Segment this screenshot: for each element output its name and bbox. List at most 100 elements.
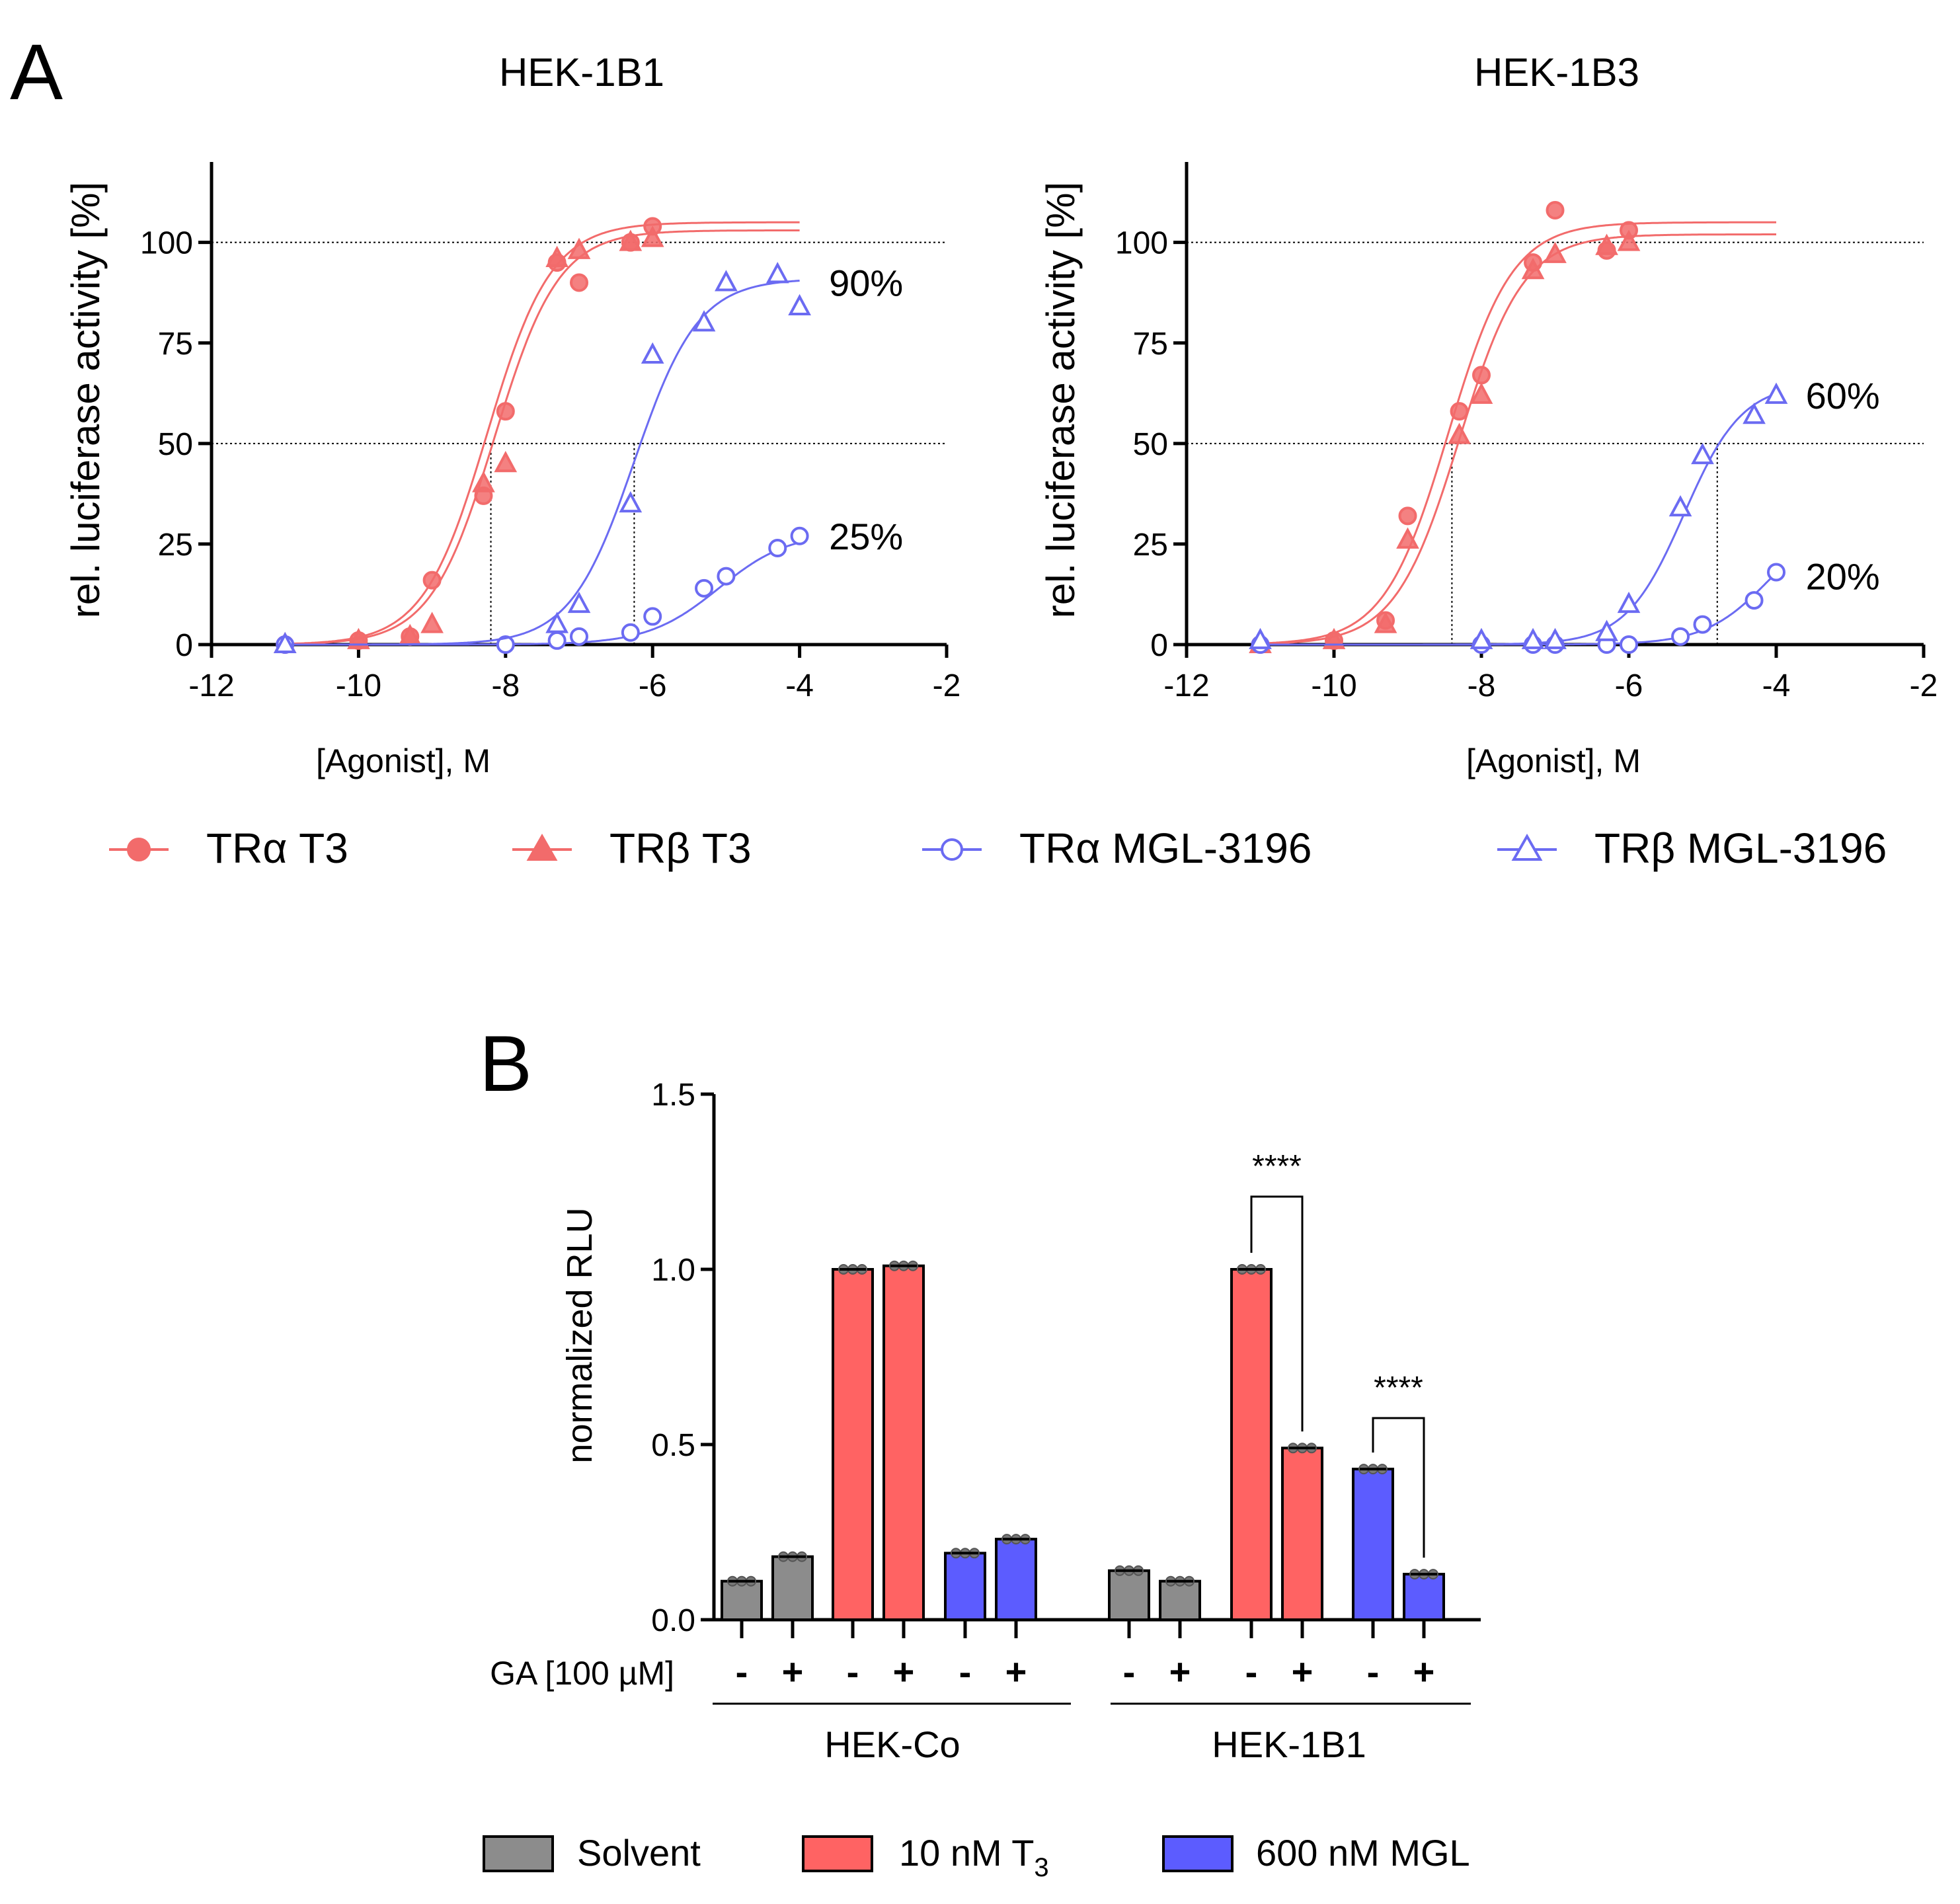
data-point <box>1249 627 1272 649</box>
legend-label: TRα T3 <box>206 824 348 872</box>
data-point <box>545 612 568 633</box>
bar <box>995 1538 1037 1622</box>
bar <box>771 1555 814 1622</box>
data-point <box>695 578 714 598</box>
ga-sign: - <box>1367 1651 1380 1692</box>
data-point <box>1544 627 1567 649</box>
ga-sign: + <box>782 1651 804 1692</box>
legend-swatch-mgl <box>1162 1835 1234 1872</box>
legend-marker-circle-open <box>941 838 963 861</box>
y-tick-label: 50 <box>158 427 193 462</box>
data-point <box>768 539 787 557</box>
legend-marker-triangle-filled <box>526 833 558 861</box>
data-point <box>1374 612 1397 633</box>
bar <box>1108 1569 1150 1622</box>
data-point <box>1521 627 1545 649</box>
legend-label: TRβ T3 <box>609 824 752 872</box>
x-axis-label: [Agonist], M <box>1466 742 1641 779</box>
significance-bracket <box>1250 1195 1304 1432</box>
data-point <box>547 631 567 650</box>
y-tick-label: 75 <box>1133 327 1168 362</box>
data-point <box>692 310 716 332</box>
x-tick-label: -12 <box>188 668 234 703</box>
data-point <box>1693 615 1712 634</box>
x-tick-label: -6 <box>1615 668 1643 703</box>
max-efficacy-annotation: 25% <box>829 516 903 557</box>
chart-hek-1b3: HEK-1B3 [Agonist], M rel. luciferase act… <box>1039 50 1938 779</box>
y-tick-label: 1.0 <box>651 1253 695 1288</box>
bar <box>832 1268 874 1621</box>
legend-swatch-t3 <box>802 1835 873 1872</box>
significance-label: **** <box>1374 1370 1423 1406</box>
data-point <box>420 612 444 633</box>
data-point <box>788 294 811 315</box>
ga-sign: - <box>959 1651 972 1692</box>
y-tick-label: 100 <box>1115 226 1168 261</box>
data-point <box>545 245 568 267</box>
fit-curve <box>1260 233 1776 645</box>
x-tick-label: -2 <box>933 668 961 703</box>
data-point <box>1620 635 1638 654</box>
ga-sign: + <box>1169 1651 1191 1692</box>
legend-label-t3-prefix: 10 nM T <box>899 1832 1034 1874</box>
ga-sign: + <box>1005 1651 1027 1692</box>
data-point <box>1450 402 1469 421</box>
x-tick-label: -4 <box>785 668 814 703</box>
legend-marker-triangle-open <box>1511 833 1543 861</box>
bar <box>1159 1579 1201 1621</box>
ga-row-label: GA [100 µM] <box>490 1655 674 1692</box>
y-axis-label: rel. luciferase activity [%] <box>63 182 108 618</box>
y-tick-label: 0.5 <box>651 1428 695 1463</box>
y-tick-label: 0.0 <box>651 1603 695 1638</box>
legend-label-solvent: Solvent <box>577 1832 701 1874</box>
fit-curve <box>285 280 800 646</box>
max-efficacy-annotation: 60% <box>1806 375 1880 416</box>
data-point <box>567 591 591 614</box>
data-point <box>1546 201 1565 219</box>
data-point <box>641 225 664 247</box>
legend-label: TRα MGL-3196 <box>1019 824 1312 872</box>
data-point <box>1744 591 1764 610</box>
significance-bracket <box>1372 1417 1425 1558</box>
legend-swatch-solvent <box>483 1835 554 1872</box>
y-tick-label: 0 <box>175 628 193 663</box>
legend-item-trb-t3: TRβ T3 <box>512 824 752 872</box>
data-point <box>621 623 640 642</box>
y-tick-label: 25 <box>1133 528 1168 563</box>
legend-marker-circle-filled <box>127 838 151 861</box>
x-tick-label: -2 <box>1910 668 1938 703</box>
y-axis-label: rel. luciferase activity [%] <box>1039 182 1083 618</box>
fit-curve <box>285 229 800 645</box>
ga-sign: - <box>847 1651 859 1692</box>
data-point <box>1322 627 1346 649</box>
fit-curve <box>285 541 800 646</box>
fit-curve <box>285 221 800 645</box>
bar <box>1281 1447 1323 1622</box>
data-point <box>643 607 662 626</box>
data-point <box>1668 495 1692 517</box>
data-point <box>1470 627 1493 649</box>
x-tick-label: -8 <box>1468 668 1496 703</box>
data-point <box>619 491 643 513</box>
chart-title: HEK-1B1 <box>499 50 664 95</box>
ga-sign: + <box>893 1651 915 1692</box>
ga-sign: - <box>1245 1651 1258 1692</box>
data-point <box>765 262 789 284</box>
data-point <box>717 567 736 586</box>
x-tick-label: -10 <box>1311 668 1356 703</box>
chart-hek-1b1: HEK-1B1 [Agonist], M rel. luciferase act… <box>63 50 960 779</box>
data-point <box>273 631 297 653</box>
legend-label: TRβ MGL-3196 <box>1594 824 1887 872</box>
ga-sign: + <box>1292 1651 1313 1692</box>
legend-item-tra-mgl: TRα MGL-3196 <box>922 824 1312 872</box>
data-point <box>715 270 738 292</box>
ga-sign: + <box>1413 1651 1435 1692</box>
y-tick-label: 1.5 <box>651 1078 695 1113</box>
data-point <box>1521 258 1545 280</box>
y-tick-label: 0 <box>1150 628 1168 663</box>
max-efficacy-annotation: 90% <box>829 262 903 304</box>
bar <box>882 1264 925 1621</box>
data-point <box>1617 229 1641 251</box>
data-point <box>1470 382 1493 404</box>
